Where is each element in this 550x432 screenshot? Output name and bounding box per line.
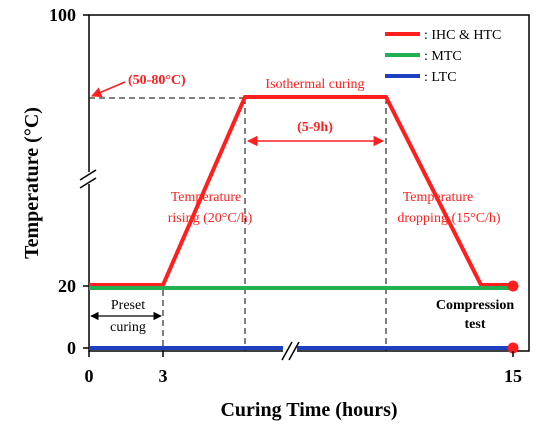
preset-label-1: Preset bbox=[111, 298, 145, 313]
y-tick-label-0: 0 bbox=[67, 338, 76, 358]
legend-label-1: : MTC bbox=[424, 49, 462, 64]
x-tick-label-1: 3 bbox=[159, 366, 168, 386]
dropping-label-2: dropping (15°C/h) bbox=[397, 211, 501, 226]
compression-label-1: Compression bbox=[436, 298, 515, 313]
compression-point-ihc bbox=[507, 280, 519, 292]
x-tick-label-2: 15 bbox=[504, 366, 522, 386]
x-axis-label: Curing Time (hours) bbox=[220, 399, 397, 421]
y-axis-label: Temperature (°C) bbox=[21, 107, 43, 259]
duration-label: (5-9h) bbox=[297, 120, 333, 135]
compression-label-2: test bbox=[465, 317, 486, 332]
dropping-label-1: Temperature bbox=[403, 190, 474, 205]
series-line-0 bbox=[89, 95, 513, 287]
y-tick-label-1: 20 bbox=[58, 276, 76, 296]
legend: : IHC & HTC : MTC : LTC bbox=[385, 28, 501, 85]
rising-label-1: Temperature bbox=[171, 190, 242, 205]
temp-range-label: (50-80°C) bbox=[128, 73, 186, 88]
temp-range-arrow bbox=[91, 81, 126, 98]
y-tick-label-2: 100 bbox=[49, 5, 76, 25]
rising-label-2: rising (20°C/h) bbox=[168, 211, 253, 226]
x-axis-break bbox=[281, 340, 300, 362]
x-tick-label-0: 0 bbox=[85, 366, 94, 386]
y-axis-break bbox=[79, 169, 98, 189]
compression-point-ltc bbox=[507, 342, 519, 354]
isothermal-label: Isothermal curing bbox=[265, 77, 364, 92]
preset-label-2: curing bbox=[110, 320, 146, 335]
legend-label-2: : LTC bbox=[424, 70, 457, 85]
legend-label-0: : IHC & HTC bbox=[424, 28, 501, 43]
